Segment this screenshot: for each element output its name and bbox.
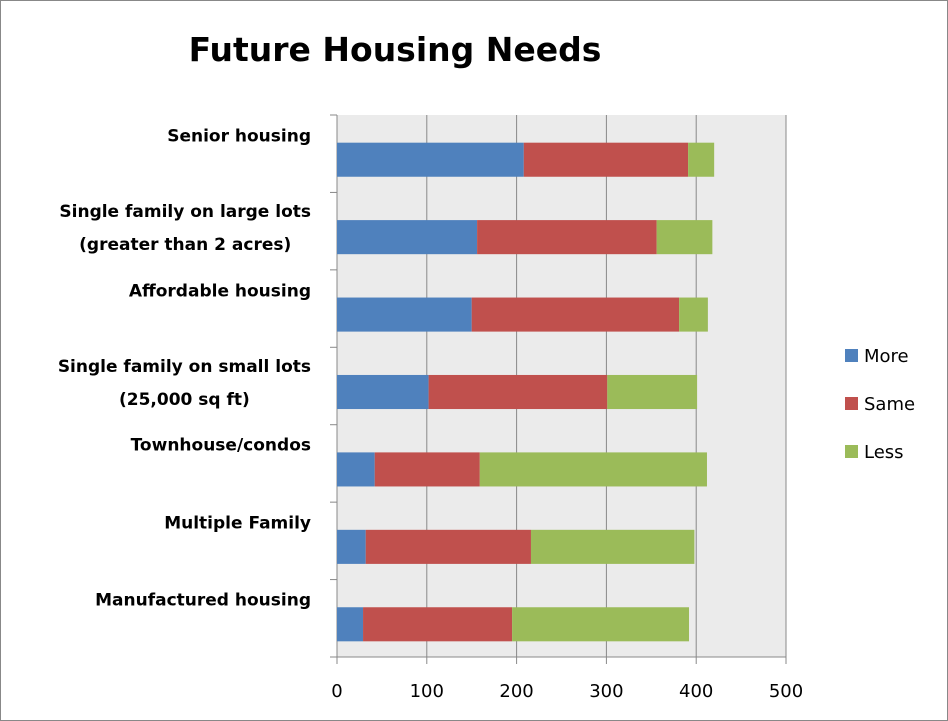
bar-segment: [477, 220, 657, 255]
x-tick-label: 300: [589, 681, 623, 702]
bar-segment: [337, 297, 472, 332]
legend-swatch: [845, 397, 858, 410]
x-tick-label: 500: [769, 681, 803, 702]
category-label: Manufactured housing: [95, 590, 311, 611]
bar-segment: [479, 452, 707, 487]
legend-label: Same: [864, 394, 915, 415]
legend-swatch: [845, 349, 858, 362]
bar-segment: [337, 607, 364, 642]
bar-segment: [337, 220, 478, 255]
x-tick-label: 200: [499, 681, 533, 702]
bar-segment: [656, 220, 713, 255]
bar-segment: [428, 374, 608, 410]
bar-segment: [679, 297, 708, 332]
x-tick-label: 0: [331, 681, 342, 702]
legend-label: Less: [864, 442, 904, 463]
category-label: Senior housing: [167, 126, 311, 147]
category-label: Multiple Family: [164, 513, 311, 534]
bar-segment: [512, 607, 690, 642]
bar-segment: [688, 142, 715, 177]
bar-segment: [337, 452, 375, 487]
bar-segment: [471, 297, 680, 332]
bar-segment: [337, 374, 429, 410]
chart-title: Future Housing Needs: [188, 30, 602, 69]
legend-label: More: [864, 346, 909, 367]
bar-segment: [607, 374, 698, 410]
category-label: Single family on small lots (25,000 sq f…: [57, 357, 311, 410]
bar-segment: [374, 452, 480, 487]
bar-segment: [365, 529, 531, 564]
bar-segment: [363, 607, 513, 642]
bar-segment: [337, 142, 524, 177]
bar-segment: [337, 529, 366, 564]
category-label: Single family on large lots (greater tha…: [59, 202, 311, 256]
bar-segment: [530, 529, 695, 564]
x-tick-label: 400: [679, 681, 713, 702]
category-label: Townhouse/condos: [130, 435, 311, 456]
category-label: Affordable housing: [128, 281, 311, 302]
x-tick-label: 100: [410, 681, 444, 702]
bar-segment: [523, 142, 689, 177]
legend-swatch: [845, 445, 858, 458]
